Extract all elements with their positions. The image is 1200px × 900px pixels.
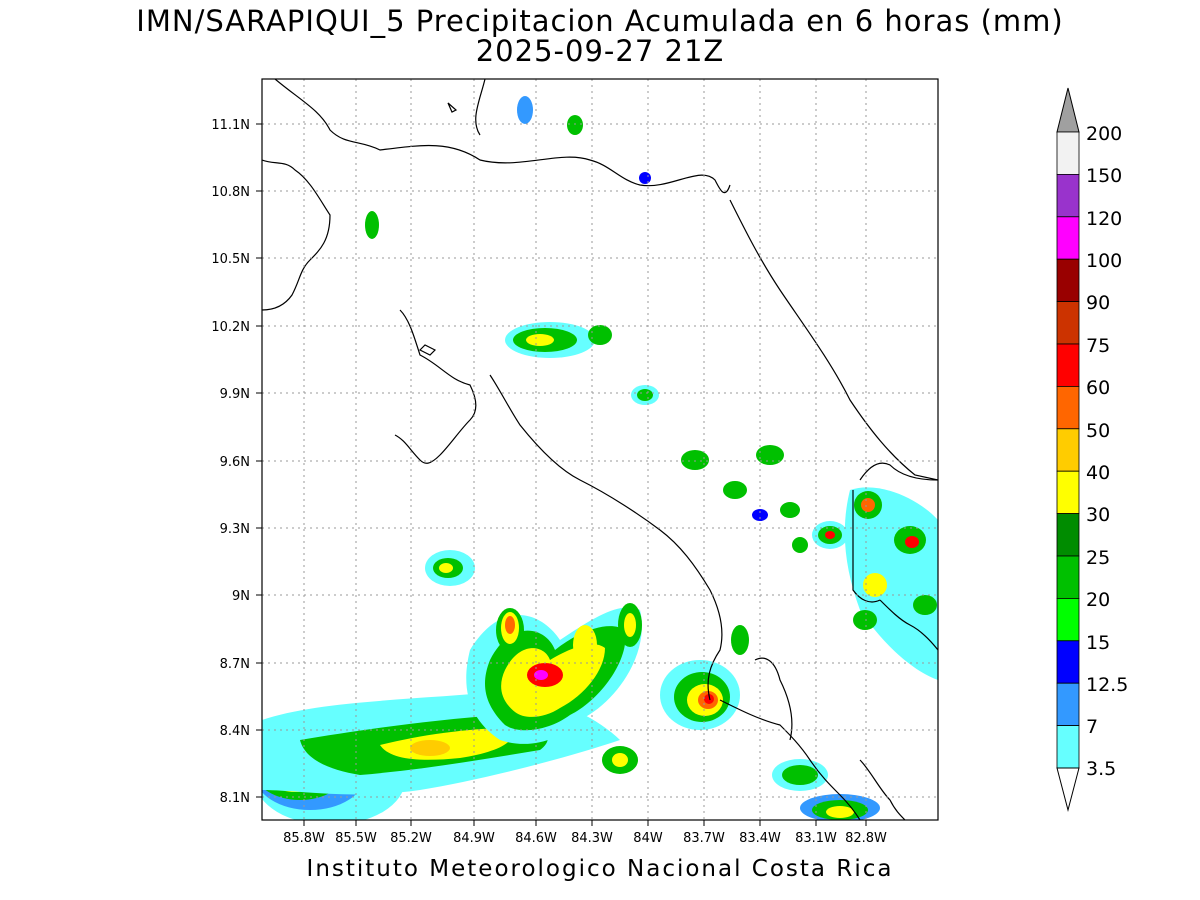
colorbar-swatch <box>1056 385 1080 430</box>
lon-label: 84.6W <box>515 831 557 846</box>
rain-cell-caribbean-south <box>844 487 938 680</box>
colorbar-label: 200 <box>1086 123 1122 145</box>
colorbar-label: 3.5 <box>1086 758 1116 780</box>
lon-label: 84W <box>633 831 663 846</box>
rain-cells-north-central <box>365 96 880 820</box>
colorbar-swatch <box>1056 343 1080 387</box>
graticule <box>262 79 938 820</box>
lat-label: 9N <box>232 589 250 604</box>
colorbar-bottom-arrow <box>1056 767 1080 812</box>
colorbar-swatch <box>1056 131 1080 175</box>
colorbar-label: 75 <box>1086 335 1110 357</box>
colorbar-label: 90 <box>1086 292 1110 314</box>
colorbar-swatch <box>1056 598 1080 642</box>
longitude-labels: 85.8W 85.5W 85.2W 84.9W 84.6W 84.3W 84W … <box>283 831 887 846</box>
map-datetime: 2025-09-27 21Z <box>475 34 725 68</box>
colorbar-boxes <box>1056 131 1080 769</box>
lat-label: 11.1N <box>211 118 250 133</box>
colorbar-label: 20 <box>1086 589 1110 611</box>
tick-marks <box>256 123 867 826</box>
colorbar-swatch <box>1056 258 1080 303</box>
colorbar-legend: 200 150 120 100 90 75 60 50 40 30 25 20 … <box>1056 87 1128 812</box>
rain-cell-central-south <box>466 607 642 744</box>
colorbar-label: 12.5 <box>1086 674 1128 696</box>
plot-frame <box>261 78 939 821</box>
colorbar-swatch <box>1056 428 1080 472</box>
colorbar-labels: 200 150 120 100 90 75 60 50 40 30 25 20 … <box>1086 123 1128 780</box>
colorbar-label: 120 <box>1086 208 1122 230</box>
colorbar-swatch <box>1056 301 1080 345</box>
colorbar-label: 40 <box>1086 462 1110 484</box>
colorbar-label: 100 <box>1086 250 1122 272</box>
rain-cell-dominical <box>660 660 740 730</box>
lat-label: 10.2N <box>211 320 250 335</box>
colorbar-swatch <box>1056 640 1080 684</box>
lat-label: 8.4N <box>220 724 250 739</box>
lat-label: 10.5N <box>211 252 250 267</box>
colorbar-label: 25 <box>1086 547 1110 569</box>
lon-label: 85.2W <box>390 831 432 846</box>
lon-label: 83.7W <box>683 831 725 846</box>
lon-label: 83.1W <box>795 831 837 846</box>
colorbar-swatch <box>1056 216 1080 260</box>
latitude-labels: 11.1N 10.8N 10.5N 10.2N 9.9N 9.6N 9.3N 9… <box>211 118 250 806</box>
colorbar-label: 7 <box>1086 716 1098 738</box>
lat-label: 10.8N <box>211 185 250 200</box>
map-title: IMN/SARAPIQUI_5 Precipitacion Acumulada … <box>136 4 1064 38</box>
lon-label: 83.4W <box>739 831 781 846</box>
lat-label: 8.7N <box>220 657 250 672</box>
lon-label: 84.9W <box>453 831 495 846</box>
coastline-borders <box>262 79 938 820</box>
lat-label: 9.3N <box>220 522 250 537</box>
lon-label: 85.8W <box>283 831 325 846</box>
colorbar-label: 15 <box>1086 632 1110 654</box>
colorbar-swatch <box>1056 470 1080 515</box>
colorbar-label: 30 <box>1086 504 1110 526</box>
colorbar-swatch <box>1056 173 1080 218</box>
colorbar-swatch <box>1056 513 1080 557</box>
lat-label: 9.9N <box>220 387 250 402</box>
lat-label: 9.6N <box>220 455 250 470</box>
lon-label: 85.5W <box>335 831 377 846</box>
lat-label: 8.1N <box>220 791 250 806</box>
colorbar-label: 50 <box>1086 420 1110 442</box>
colorbar-label: 150 <box>1086 165 1122 187</box>
colorbar-swatch <box>1056 682 1080 727</box>
footer-credit: Instituto Meteorologico Nacional Costa R… <box>306 856 894 882</box>
colorbar-label: 60 <box>1086 377 1110 399</box>
colorbar-top-arrow <box>1056 87 1080 133</box>
lon-label: 82.8W <box>845 831 887 846</box>
colorbar-swatch <box>1056 555 1080 599</box>
colorbar-swatch <box>1056 725 1080 769</box>
lon-label: 84.3W <box>571 831 613 846</box>
precipitation-field <box>262 96 938 820</box>
